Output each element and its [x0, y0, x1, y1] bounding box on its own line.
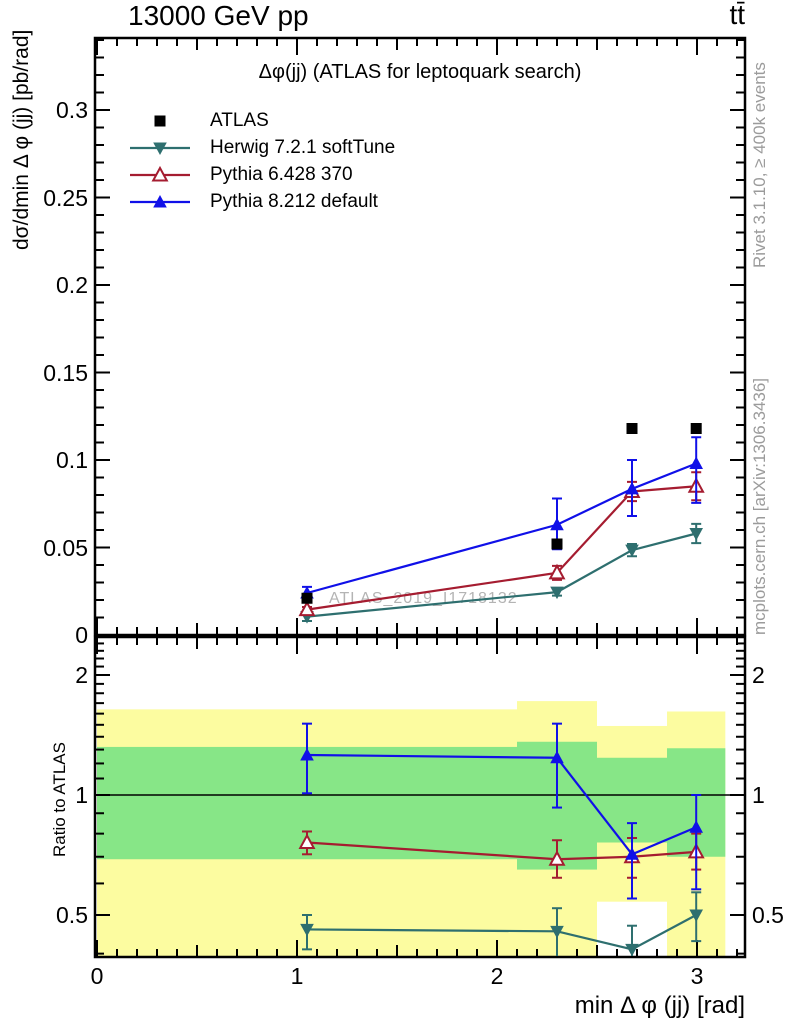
- ytick-ratio-right-1: 1: [752, 782, 765, 808]
- ytick-top-0.25: 0.25: [43, 184, 88, 211]
- ytick-top-0.05: 0.05: [43, 534, 88, 561]
- rivet-version-caption: Rivet 3.1.10, ≥ 400k events: [750, 62, 769, 268]
- legend-markers: [130, 115, 190, 208]
- x-axis-title: min Δ φ (jj) [rad]: [574, 992, 745, 1019]
- analysis-watermark: ATLAS_2019_I1718132: [329, 590, 518, 607]
- series-pythia-8-212-default: [300, 436, 703, 601]
- ratio-panel-data: [298, 722, 705, 956]
- ratio-pythia-6-428-370: [298, 830, 705, 879]
- band-yellow-bin0: [97, 709, 517, 956]
- legend-label-herwig: Herwig 7.2.1 softTune: [210, 137, 396, 158]
- y-axis-title-top: dσ/dmin Δ φ (jj) [pb/rad]: [10, 29, 33, 250]
- ytick-top-0.2: 0.2: [56, 272, 88, 298]
- band-green-bin3: [667, 748, 726, 857]
- band-yellow-bin3: [667, 711, 726, 956]
- legend-label-pythia6: Pythia 6.428 370: [210, 164, 353, 185]
- ytick-top-0.15: 0.15: [43, 359, 88, 386]
- header-energy-process: 13000 GeV pp: [128, 0, 309, 31]
- panel-title: Δφ(jj) (ATLAS for leptoquark search): [258, 61, 582, 83]
- mcplots-arxiv-caption: mcplots.cern.ch [arXiv:1306.3436]: [750, 377, 769, 635]
- xtick-3: 3: [690, 963, 704, 989]
- y-axis-title-ratio: Ratio to ATLAS: [50, 742, 69, 857]
- band-green-bin1: [517, 741, 597, 870]
- ytick-ratio-left-1: 1: [75, 782, 88, 808]
- band-yellow-bin1: [517, 701, 597, 956]
- ytick-ratio-left-2: 2: [75, 662, 88, 688]
- legend-label-atlas: ATLAS: [210, 110, 269, 131]
- legend-label-pythia8: Pythia 8.212 default: [210, 191, 378, 212]
- ratio-pythia-8-212-default: [300, 722, 703, 900]
- ytick-ratio-left-0.5: 0.5: [56, 902, 88, 928]
- ytick-top-0.1: 0.1: [56, 447, 88, 473]
- band-yellow-bin2: [597, 725, 667, 902]
- xtick-0: 0: [90, 963, 104, 989]
- xtick-1: 1: [290, 963, 304, 989]
- band-green-bin2: [597, 757, 667, 843]
- header-process-tag: tt̄: [729, 0, 745, 30]
- series-atlas: [301, 423, 702, 604]
- ratio-uncertainty-bands: [97, 701, 726, 956]
- ytick-top-0: 0: [75, 622, 88, 648]
- ytick-top-0.3: 0.3: [56, 97, 88, 123]
- ratio-herwig-7-2-1-softtune: [300, 891, 703, 956]
- ytick-ratio-right-2: 2: [752, 662, 765, 688]
- xtick-2: 2: [490, 963, 504, 989]
- ytick-ratio-right-0.5: 0.5: [752, 902, 784, 928]
- band-green-bin0: [97, 746, 517, 860]
